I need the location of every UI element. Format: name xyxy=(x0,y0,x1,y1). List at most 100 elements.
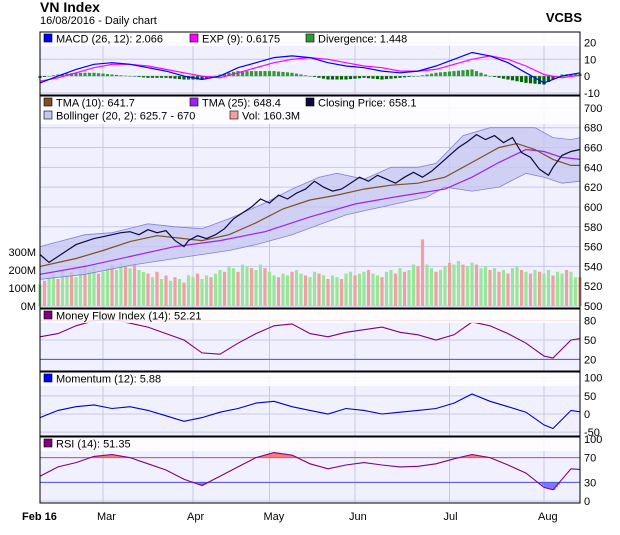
divergence-bar xyxy=(384,76,389,80)
legend-swatch xyxy=(43,97,53,107)
volume-bar xyxy=(371,273,375,306)
divergence-bar xyxy=(402,76,407,78)
y-tick-label: 0 xyxy=(584,71,590,83)
legend-background xyxy=(40,309,580,323)
volume-bar xyxy=(123,266,128,306)
overbought-fill xyxy=(109,454,113,458)
divergence-bar xyxy=(434,72,438,77)
divergence-bar xyxy=(357,76,362,79)
x-tick-label: Feb 16 xyxy=(22,511,57,523)
volume-bar xyxy=(132,264,137,306)
overbought-fill xyxy=(269,453,273,458)
volume-bar xyxy=(461,264,465,306)
divergence-bar xyxy=(474,71,479,77)
divergence-bar xyxy=(249,71,254,77)
volume-bar xyxy=(114,270,119,306)
overbought-fill xyxy=(116,455,120,458)
y-tick-label: 50 xyxy=(584,391,596,403)
volume-tick-label: 0M xyxy=(21,301,36,313)
oversold-fill xyxy=(550,482,554,490)
divergence-bar xyxy=(371,76,375,79)
volume-bar xyxy=(483,266,488,306)
overbought-fill xyxy=(463,456,466,458)
volume-bar xyxy=(330,275,335,306)
volume-bar xyxy=(366,270,371,306)
volume-bar xyxy=(231,268,236,306)
y-tick-label: 20 xyxy=(584,37,596,49)
closing-price-line xyxy=(39,133,581,264)
divergence-bar xyxy=(267,71,272,77)
volume-bar xyxy=(186,275,191,306)
divergence-bar xyxy=(146,76,150,78)
y-tick-label: 100 xyxy=(584,434,602,446)
divergence-bar xyxy=(128,76,132,77)
volume-bar xyxy=(303,275,308,306)
brand-label: VCBS xyxy=(545,10,582,25)
divergence-bar xyxy=(393,76,398,79)
legend-swatch xyxy=(189,33,199,43)
legend-swatch xyxy=(189,97,199,107)
volume-bar xyxy=(411,264,416,306)
panel-frame xyxy=(39,308,581,372)
volume-bar xyxy=(443,266,447,306)
volume-bar xyxy=(402,271,407,306)
divergence-bar xyxy=(519,76,524,83)
volume-bar xyxy=(492,268,497,306)
panel-frame xyxy=(39,95,581,309)
x-tick-label: Aug xyxy=(538,511,558,523)
y-tick-label: 680 xyxy=(584,123,602,135)
legend-label: Divergence: 1.448 xyxy=(318,34,407,46)
divergence-bar xyxy=(447,71,452,77)
oversold-fill xyxy=(541,482,545,486)
divergence-bar xyxy=(479,72,483,77)
divergence-bar xyxy=(560,74,564,77)
overbought-fill xyxy=(267,454,270,458)
volume-bar xyxy=(452,264,456,306)
tma10-line xyxy=(39,142,580,267)
y-tick-label: -10 xyxy=(584,88,600,100)
overbought-fill xyxy=(100,455,104,458)
divergence-bar xyxy=(425,74,429,77)
legend-background xyxy=(40,437,580,451)
overbought-fill xyxy=(465,456,468,458)
x-tick-label: Jul xyxy=(444,511,458,523)
divergence-bar xyxy=(101,73,105,77)
y-tick-label: 30 xyxy=(584,477,596,489)
divergence-bar xyxy=(501,76,506,79)
volume-bar xyxy=(159,279,164,306)
divergence-bar xyxy=(141,76,146,78)
legend-label: TMA (10): 641.7 xyxy=(56,98,135,110)
volume-bar xyxy=(416,266,420,306)
y-tick-label: -50 xyxy=(584,427,600,439)
volume-bar xyxy=(200,279,204,306)
overbought-fill xyxy=(105,455,108,458)
chart-subtitle: 16/08/2016 - Daily chart xyxy=(40,15,157,27)
overbought-fill xyxy=(280,453,284,458)
rsi-line xyxy=(39,452,581,491)
divergence-bar xyxy=(83,72,87,77)
divergence-bar xyxy=(290,72,294,77)
divergence-bar xyxy=(299,74,303,77)
chart-title: VN Index xyxy=(40,0,100,15)
divergence-bar xyxy=(258,71,263,77)
volume-bar xyxy=(506,273,510,306)
volume-bar xyxy=(398,268,402,306)
divergence-bar xyxy=(533,76,537,84)
volume-bar xyxy=(362,271,366,306)
y-tick-label: 520 xyxy=(584,281,602,293)
volume-bar xyxy=(308,277,312,306)
y-tick-label: 500 xyxy=(584,301,602,313)
volume-bar xyxy=(267,271,272,306)
divergence-bar xyxy=(164,76,168,78)
volume-bar xyxy=(393,273,398,306)
volume-bar xyxy=(564,270,569,306)
divergence-bar xyxy=(168,76,173,79)
divergence-bar xyxy=(254,71,258,77)
legend-swatch xyxy=(305,33,315,43)
bollinger-lower-line xyxy=(39,172,581,280)
volume-bar xyxy=(312,271,317,306)
overbought-fill xyxy=(287,454,291,458)
y-tick-label: 600 xyxy=(584,202,602,214)
overbought-fill xyxy=(476,455,480,458)
legend-label: Vol: 160.3M xyxy=(242,111,300,123)
